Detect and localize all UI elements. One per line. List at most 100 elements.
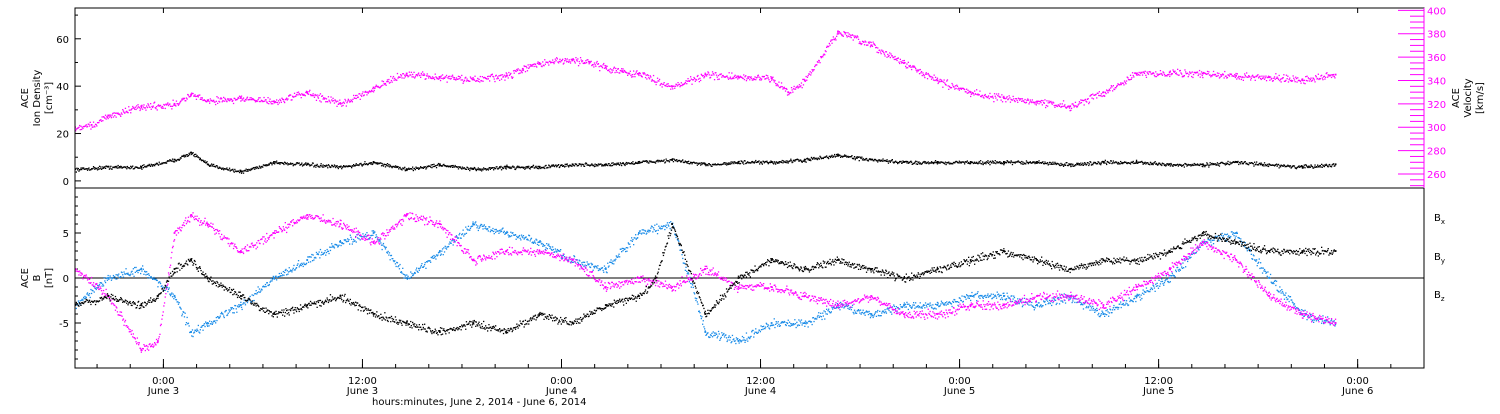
b-y-point bbox=[675, 237, 676, 238]
ion-density-point bbox=[707, 165, 708, 166]
velocity-point bbox=[228, 100, 229, 101]
velocity-point bbox=[137, 107, 138, 108]
velocity-point bbox=[1276, 78, 1277, 79]
velocity-point bbox=[508, 72, 509, 73]
b-y-point bbox=[357, 237, 358, 238]
ion-density-point bbox=[806, 162, 807, 163]
b-y-point bbox=[303, 263, 304, 264]
velocity-point bbox=[486, 78, 487, 79]
ion-density-point bbox=[701, 162, 702, 163]
ion-density-point bbox=[740, 163, 741, 164]
ion-density-point bbox=[1054, 162, 1055, 163]
b-y-point bbox=[343, 243, 344, 244]
b-y-point bbox=[642, 232, 643, 233]
b-y-point bbox=[715, 335, 716, 336]
velocity-point bbox=[337, 101, 338, 102]
velocity-point bbox=[474, 76, 475, 77]
velocity-point bbox=[877, 52, 878, 53]
b-y-point bbox=[231, 308, 232, 309]
velocity-point bbox=[1036, 103, 1037, 104]
b-y-point bbox=[131, 271, 132, 272]
velocity-point bbox=[154, 102, 155, 103]
velocity-point bbox=[689, 80, 690, 81]
ion-density-point bbox=[618, 163, 619, 164]
ion-density-point bbox=[222, 167, 223, 168]
velocity-point bbox=[1199, 70, 1200, 71]
velocity-point bbox=[1237, 77, 1238, 78]
velocity-point bbox=[194, 96, 195, 97]
b-y-point bbox=[242, 304, 243, 305]
b-y-point bbox=[281, 273, 282, 274]
ion-density-point bbox=[1050, 162, 1051, 163]
velocity-point bbox=[693, 79, 694, 80]
b-y-point bbox=[122, 274, 123, 275]
velocity-point bbox=[403, 78, 404, 79]
b-y-point bbox=[325, 255, 326, 256]
ion-density-point bbox=[364, 161, 365, 162]
b-y-point bbox=[715, 333, 716, 334]
velocity-point bbox=[1213, 71, 1214, 72]
ion-density-point bbox=[855, 159, 856, 160]
ion-density-point bbox=[462, 167, 463, 168]
b-y-point bbox=[284, 272, 285, 273]
b-y-point bbox=[395, 263, 396, 264]
b-y-point bbox=[560, 249, 561, 250]
velocity-point bbox=[995, 96, 996, 97]
ion-density-point bbox=[426, 167, 427, 168]
velocity-point bbox=[469, 81, 470, 82]
b-y-point bbox=[137, 272, 138, 273]
velocity-point bbox=[848, 36, 849, 37]
velocity-point bbox=[1324, 78, 1325, 79]
b-y-point bbox=[600, 269, 601, 270]
velocity-point bbox=[602, 67, 603, 68]
velocity-point bbox=[714, 79, 715, 80]
b-y-point bbox=[78, 300, 79, 301]
ion-density-point bbox=[595, 164, 596, 165]
b-y-point bbox=[700, 315, 701, 316]
b-y-point bbox=[441, 251, 442, 252]
b-y-point bbox=[116, 274, 117, 275]
b-y-point bbox=[91, 293, 92, 294]
velocity-point bbox=[914, 67, 915, 68]
velocity-point bbox=[663, 84, 664, 85]
b-y-point bbox=[296, 267, 297, 268]
velocity-point bbox=[457, 79, 458, 80]
b-y-point bbox=[147, 274, 148, 275]
b-y-point bbox=[333, 246, 334, 247]
ion-density-point bbox=[826, 155, 827, 156]
b-y-point bbox=[372, 235, 373, 236]
ion-density-point bbox=[254, 167, 255, 168]
ion-density-point bbox=[248, 170, 249, 171]
velocity-data-point bbox=[588, 61, 590, 63]
velocity-point bbox=[636, 70, 637, 71]
velocity-point bbox=[478, 79, 479, 80]
b-y-point bbox=[347, 238, 348, 239]
ion-density-point bbox=[233, 170, 234, 171]
velocity-point bbox=[1091, 94, 1092, 95]
ion-density-point bbox=[578, 165, 579, 166]
ion-density-point bbox=[454, 166, 455, 167]
velocity-point bbox=[373, 91, 374, 92]
velocity-point bbox=[1296, 78, 1297, 79]
velocity-point bbox=[322, 95, 323, 96]
velocity-point bbox=[994, 93, 995, 94]
velocity-point bbox=[690, 76, 691, 77]
velocity-point bbox=[218, 97, 219, 98]
b-y-point bbox=[191, 335, 192, 336]
velocity-point bbox=[832, 39, 833, 40]
velocity-point bbox=[167, 102, 168, 103]
ion-density-point bbox=[970, 163, 971, 164]
velocity-point bbox=[279, 102, 280, 103]
b-y-point bbox=[283, 271, 284, 272]
b-y-point bbox=[258, 291, 259, 292]
ion-density-point bbox=[395, 165, 396, 166]
ion-density-point bbox=[782, 162, 783, 163]
ion-density-point bbox=[995, 160, 996, 161]
ion-density-point bbox=[299, 162, 300, 163]
velocity-point bbox=[1147, 72, 1148, 73]
b-y-point bbox=[466, 233, 467, 234]
velocity-point bbox=[100, 119, 101, 120]
ion-density-point bbox=[1321, 164, 1322, 165]
velocity-point bbox=[123, 110, 124, 111]
ion-density-point bbox=[98, 167, 99, 168]
